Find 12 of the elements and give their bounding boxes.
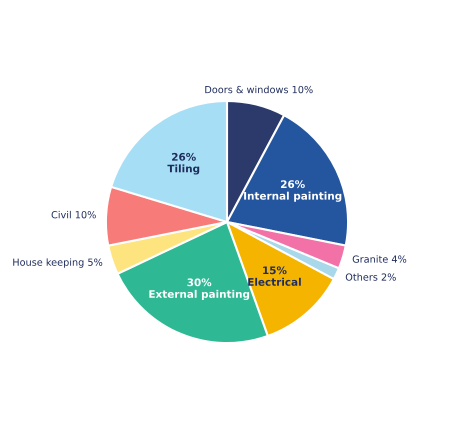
- slice-label: Granite 4%: [352, 255, 406, 263]
- data-label: 26%: [281, 180, 305, 188]
- slice-label: Internal painting: [244, 192, 342, 202]
- data-label: 15%: [263, 266, 287, 274]
- slice-label: Doors & windows 10%: [205, 86, 313, 94]
- slice-label: Civil 10%: [52, 210, 96, 218]
- data-label: 26%: [172, 152, 196, 161]
- slice-label: Others 2%: [346, 273, 396, 281]
- slice-label: Tiling: [167, 164, 200, 175]
- slice-label: House keeping 5%: [13, 258, 102, 268]
- data-label: 30%: [187, 278, 212, 286]
- slice-label: External painting: [149, 290, 250, 300]
